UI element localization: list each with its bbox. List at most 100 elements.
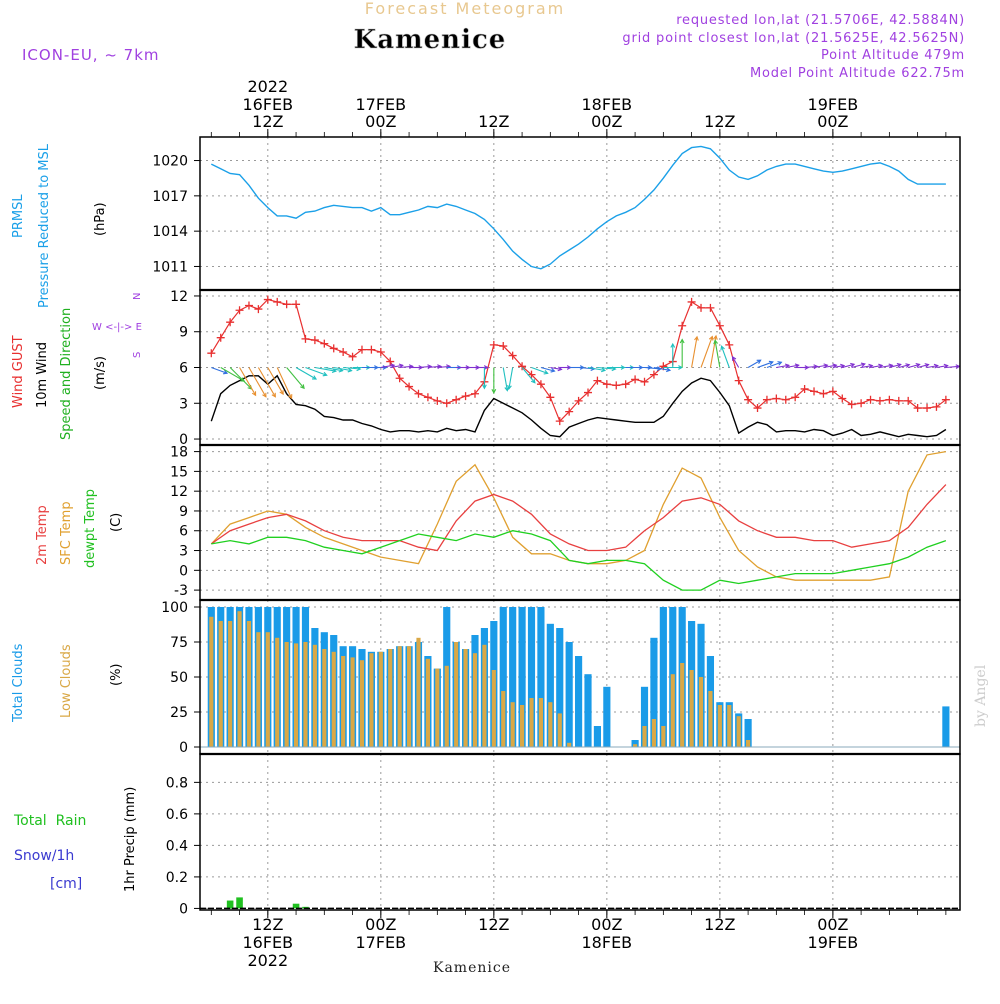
- wind-arrow-head: [507, 384, 512, 390]
- wind-arrow-head: [666, 367, 672, 373]
- gust-point: [941, 395, 950, 404]
- wind-arrow-head: [543, 370, 549, 375]
- low-cloud-bar: [246, 621, 252, 747]
- low-cloud-bar: [520, 705, 525, 747]
- gust-point: [932, 402, 941, 411]
- wind-arrow: [399, 365, 413, 369]
- gust-point: [470, 389, 479, 398]
- low-cloud-bar: [633, 744, 638, 747]
- rain-bar: [236, 897, 243, 909]
- gust-point: [810, 387, 819, 396]
- wind-labels: Wind GUST 10m Wind Speed and Direction (…: [11, 293, 143, 440]
- wind-arrow: [324, 366, 343, 372]
- gust-point: [913, 404, 922, 413]
- temp-labels: 2m Temp SFC Temp dewpt Temp (C): [35, 489, 124, 568]
- gust-point: [207, 349, 216, 358]
- wind-arrow: [257, 367, 276, 398]
- wind-arrow: [295, 367, 317, 380]
- wind-arrow-head: [915, 362, 921, 368]
- wind-arrow-head: [279, 390, 284, 396]
- wind-arrow-head: [491, 389, 497, 394]
- snow-label: Snow/1h: [14, 848, 74, 864]
- low-cloud-bar: [698, 677, 704, 747]
- wind-arrow-head: [868, 363, 874, 369]
- low-cloud-bar: [312, 644, 317, 747]
- panel-frame: [199, 444, 961, 601]
- total-clouds-label: Total Clouds: [11, 643, 26, 723]
- wind-arrow: [804, 365, 818, 369]
- wind-arrow: [747, 359, 761, 368]
- low-cloud-bar: [717, 705, 722, 747]
- axis-labels: 1011101410171020036912-30369121518025507…: [152, 77, 947, 970]
- gust-point: [923, 404, 932, 413]
- low-cloud-bar: [680, 663, 685, 747]
- pressure-label-2: Pressure Reduced to MSL: [37, 143, 52, 308]
- gust-point: [244, 301, 253, 310]
- gust-point: [254, 305, 263, 314]
- wind-arrow: [757, 361, 774, 369]
- wind-arrow-head: [713, 334, 718, 340]
- wind-arrow-head: [271, 392, 276, 398]
- total-cloud-bar: [575, 656, 583, 747]
- gust-point: [405, 382, 414, 391]
- panel-frames: [199, 136, 961, 911]
- wind-arrow: [908, 363, 920, 369]
- wind-arrow-head: [482, 384, 487, 390]
- low-cloud-bar: [275, 637, 280, 747]
- low-cloud-bar: [689, 670, 694, 747]
- low-cloud-bar: [444, 665, 449, 747]
- gust-point: [442, 399, 451, 408]
- wind-arrow-head: [860, 362, 866, 368]
- wind-arrow: [785, 364, 799, 369]
- gust-point: [310, 336, 319, 345]
- low-cloud-bar: [397, 646, 402, 747]
- x-hour-top: 00Z: [365, 112, 396, 131]
- low-cloud-bar: [435, 668, 440, 747]
- wind-arrow-head: [262, 392, 267, 398]
- cloud-labels: Total Clouds Low Clouds (%): [11, 643, 124, 723]
- y-tick-label: 12: [170, 484, 188, 500]
- app-title: Forecast Meteogram: [365, 0, 565, 18]
- total-cloud-bar: [584, 674, 592, 747]
- gust-point: [386, 357, 395, 366]
- gust-point: [734, 376, 743, 385]
- wind-arrow: [766, 361, 782, 369]
- y-tick-label: 0: [179, 563, 188, 579]
- wind-arrow: [502, 367, 508, 391]
- snow-unit: [cm]: [50, 876, 82, 892]
- x-hour-bottom: 00Z: [591, 915, 622, 934]
- x-hour-top: 12Z: [252, 112, 283, 131]
- wind-arrow: [721, 346, 730, 368]
- low-cloud-bar: [218, 621, 223, 747]
- gust-point: [499, 342, 508, 351]
- total-cloud-bar: [509, 607, 517, 747]
- wind-arrow-head: [530, 378, 536, 384]
- total-cloud-bar: [650, 637, 658, 747]
- gust-point: [452, 395, 461, 404]
- total-cloud-bar: [546, 623, 554, 747]
- total-cloud-bar: [640, 686, 649, 747]
- wind-arrow: [418, 365, 432, 369]
- y-tick-label: 9: [179, 325, 188, 341]
- low-cloud-bar: [463, 649, 468, 747]
- low-cloud-bar: [548, 702, 553, 747]
- wind-arrow: [229, 367, 252, 390]
- y-tick-label: 25: [170, 705, 188, 721]
- rain-bar: [292, 903, 300, 909]
- wind-arrow: [540, 366, 555, 372]
- wind-arrow-head: [720, 345, 725, 351]
- gust-point: [301, 334, 310, 343]
- low-cloud-bar: [736, 716, 741, 747]
- gust-point: [678, 321, 687, 330]
- total-cloud-bar: [537, 607, 545, 747]
- y-tick-label: 75: [170, 635, 188, 651]
- gust-point: [706, 303, 715, 312]
- point-altitude: Point Altitude 479m: [821, 48, 965, 63]
- y-tick-label: 0: [179, 901, 188, 917]
- wind-arrow-head: [794, 363, 800, 369]
- temp-unit: (C): [109, 513, 124, 532]
- gust-point: [753, 404, 762, 413]
- wind-arrow: [239, 367, 257, 396]
- low-cloud-bar: [670, 674, 675, 747]
- gust-point: [348, 352, 357, 361]
